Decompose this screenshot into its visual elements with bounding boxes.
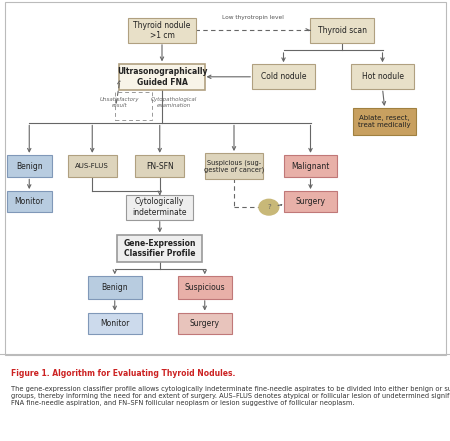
Text: Thyroid nodule
>1 cm: Thyroid nodule >1 cm [133, 21, 191, 40]
FancyBboxPatch shape [68, 155, 117, 177]
FancyBboxPatch shape [178, 313, 232, 334]
Text: Low thyrotropin level: Low thyrotropin level [221, 15, 284, 20]
Text: Suspicious (sug-
gestive of cancer): Suspicious (sug- gestive of cancer) [204, 159, 264, 173]
Text: Surgery: Surgery [296, 197, 325, 206]
FancyBboxPatch shape [129, 18, 195, 43]
Text: Malignant: Malignant [291, 161, 330, 171]
Text: Cytopathological
examination: Cytopathological examination [151, 97, 197, 108]
FancyBboxPatch shape [135, 155, 184, 177]
FancyBboxPatch shape [7, 191, 51, 213]
Text: Surgery: Surgery [190, 319, 220, 328]
Text: The gene-expression classifier profile allows cytologically indeterminate fine-n: The gene-expression classifier profile a… [11, 386, 450, 406]
FancyBboxPatch shape [310, 18, 374, 43]
FancyBboxPatch shape [7, 155, 51, 177]
Text: Monitor: Monitor [100, 319, 130, 328]
Text: Thyroid scan: Thyroid scan [318, 26, 366, 35]
Text: Benign: Benign [101, 283, 128, 292]
Text: Cytologically
indeterminate: Cytologically indeterminate [132, 198, 187, 217]
Text: Unsatisfactory
result: Unsatisfactory result [100, 97, 140, 108]
Text: Gene-Expression
Classifier Profile: Gene-Expression Classifier Profile [123, 239, 196, 258]
Text: Suspicious: Suspicious [184, 283, 225, 292]
Text: Hot nodule: Hot nodule [361, 72, 404, 81]
Circle shape [259, 199, 279, 215]
Text: AUS-FLUS: AUS-FLUS [76, 163, 109, 169]
FancyBboxPatch shape [205, 153, 263, 179]
FancyBboxPatch shape [351, 64, 414, 89]
Text: Ultrasonographically
Guided FNA: Ultrasonographically Guided FNA [117, 67, 207, 86]
FancyBboxPatch shape [88, 313, 141, 334]
FancyBboxPatch shape [88, 277, 141, 299]
Text: Figure 1. Algorithm for Evaluating Thyroid Nodules.: Figure 1. Algorithm for Evaluating Thyro… [11, 369, 236, 377]
FancyBboxPatch shape [354, 108, 416, 135]
FancyBboxPatch shape [126, 195, 194, 220]
Text: ?: ? [267, 204, 271, 210]
FancyBboxPatch shape [284, 191, 338, 213]
FancyBboxPatch shape [119, 64, 204, 90]
Text: FN-SFN: FN-SFN [146, 161, 174, 171]
Text: Ablate, resect,
treat medically: Ablate, resect, treat medically [359, 115, 411, 128]
FancyBboxPatch shape [284, 155, 338, 177]
Text: Benign: Benign [16, 161, 43, 171]
FancyBboxPatch shape [117, 235, 202, 262]
Text: Monitor: Monitor [14, 197, 44, 206]
FancyBboxPatch shape [178, 277, 232, 299]
FancyBboxPatch shape [252, 64, 315, 89]
Text: Cold nodule: Cold nodule [261, 72, 306, 81]
